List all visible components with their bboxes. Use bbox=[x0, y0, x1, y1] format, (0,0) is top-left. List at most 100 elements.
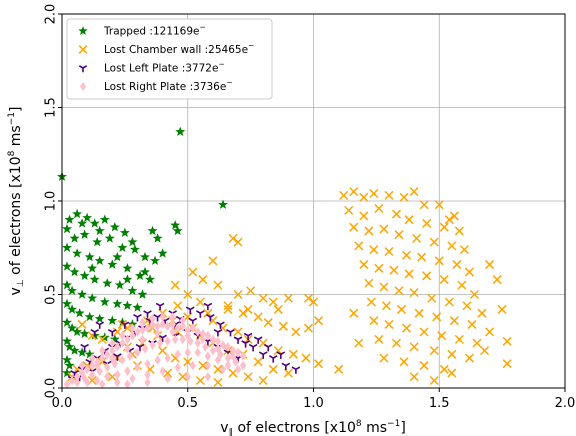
data-point bbox=[419, 200, 429, 210]
data-point bbox=[214, 343, 222, 354]
data-point bbox=[281, 362, 291, 371]
data-point bbox=[198, 275, 208, 285]
x-axis-label: v∥ of electrons [x108 ms−1] bbox=[220, 419, 406, 436]
data-point bbox=[273, 304, 283, 314]
data-point bbox=[129, 373, 136, 384]
data-point bbox=[119, 330, 126, 341]
data-point bbox=[354, 338, 364, 348]
data-point bbox=[112, 251, 123, 262]
data-point bbox=[73, 377, 81, 388]
data-point bbox=[96, 366, 103, 376]
data-point bbox=[139, 334, 146, 345]
data-point bbox=[141, 343, 149, 354]
x-axis-label-text: of electrons [x10 bbox=[233, 420, 356, 436]
data-point bbox=[82, 212, 93, 222]
data-point bbox=[64, 341, 75, 352]
data-point bbox=[120, 321, 130, 329]
data-point bbox=[379, 353, 389, 363]
data-point bbox=[234, 347, 242, 358]
data-point bbox=[414, 308, 424, 318]
data-point bbox=[175, 126, 186, 136]
data-point bbox=[90, 328, 100, 337]
data-point bbox=[199, 328, 207, 339]
data-point bbox=[112, 298, 123, 309]
data-point bbox=[73, 371, 81, 382]
data-point bbox=[432, 312, 442, 322]
data-point bbox=[194, 338, 202, 348]
data-point bbox=[174, 323, 181, 333]
data-point bbox=[359, 260, 369, 270]
y-axis-label-text: of electrons [x10 bbox=[8, 156, 24, 279]
data-point bbox=[159, 312, 166, 322]
data-point bbox=[209, 345, 217, 356]
y-axis-label-unit-exponent: −1 bbox=[7, 112, 17, 125]
data-point bbox=[109, 338, 116, 348]
data-point bbox=[224, 360, 232, 371]
data-point bbox=[154, 355, 161, 365]
data-point bbox=[189, 323, 196, 333]
data-point bbox=[195, 297, 205, 307]
y-tick-label: 1.0 bbox=[44, 191, 59, 212]
data-point bbox=[124, 366, 131, 376]
data-point bbox=[339, 190, 349, 200]
data-point bbox=[246, 286, 256, 296]
data-point bbox=[369, 316, 379, 326]
data-point bbox=[198, 361, 208, 371]
data-point bbox=[452, 260, 462, 270]
data-point bbox=[479, 346, 490, 356]
x-tick-label: 0.5 bbox=[177, 396, 198, 411]
data-point bbox=[213, 280, 223, 290]
data-point bbox=[122, 300, 133, 310]
data-point bbox=[184, 325, 191, 335]
data-point bbox=[427, 293, 437, 303]
data-point bbox=[88, 360, 96, 371]
data-point bbox=[124, 343, 131, 354]
data-point bbox=[381, 301, 391, 311]
data-point bbox=[80, 343, 89, 352]
data-point bbox=[334, 364, 344, 374]
data-point bbox=[379, 224, 389, 234]
data-point bbox=[88, 353, 96, 363]
data-point bbox=[159, 319, 166, 330]
data-point bbox=[291, 366, 301, 374]
data-point bbox=[104, 349, 111, 360]
data-point bbox=[72, 248, 82, 258]
data-point bbox=[139, 325, 146, 335]
data-point bbox=[68, 375, 76, 386]
data-point bbox=[417, 252, 427, 262]
data-point bbox=[258, 375, 268, 386]
legend-marker bbox=[78, 65, 88, 73]
data-point bbox=[477, 308, 487, 318]
data-point bbox=[135, 343, 145, 352]
data-point bbox=[173, 301, 183, 311]
data-point bbox=[224, 353, 232, 363]
data-point bbox=[203, 302, 213, 311]
data-point bbox=[364, 226, 374, 236]
data-point bbox=[184, 371, 191, 382]
data-point bbox=[88, 370, 96, 380]
data-point bbox=[248, 343, 258, 352]
data-point bbox=[409, 288, 419, 298]
data-point bbox=[233, 237, 243, 247]
data-point bbox=[129, 323, 136, 333]
data-point bbox=[130, 244, 140, 254]
legend-label: Lost Right Plate :3736e− bbox=[104, 78, 233, 93]
data-point bbox=[469, 289, 479, 300]
data-point bbox=[239, 360, 247, 371]
data-point bbox=[122, 263, 133, 273]
data-point bbox=[62, 336, 72, 346]
data-point bbox=[263, 318, 273, 328]
data-point bbox=[502, 336, 512, 346]
data-point bbox=[83, 377, 91, 388]
data-point bbox=[396, 304, 407, 314]
data-point bbox=[69, 266, 80, 277]
data-point bbox=[359, 211, 369, 221]
data-point bbox=[159, 366, 166, 376]
legend-box bbox=[66, 18, 273, 100]
y-tick-label: 0.0 bbox=[44, 378, 59, 399]
data-point bbox=[223, 301, 233, 311]
data-point bbox=[209, 334, 217, 345]
data-point bbox=[399, 357, 409, 367]
data-point bbox=[64, 360, 75, 370]
data-point bbox=[114, 342, 121, 352]
